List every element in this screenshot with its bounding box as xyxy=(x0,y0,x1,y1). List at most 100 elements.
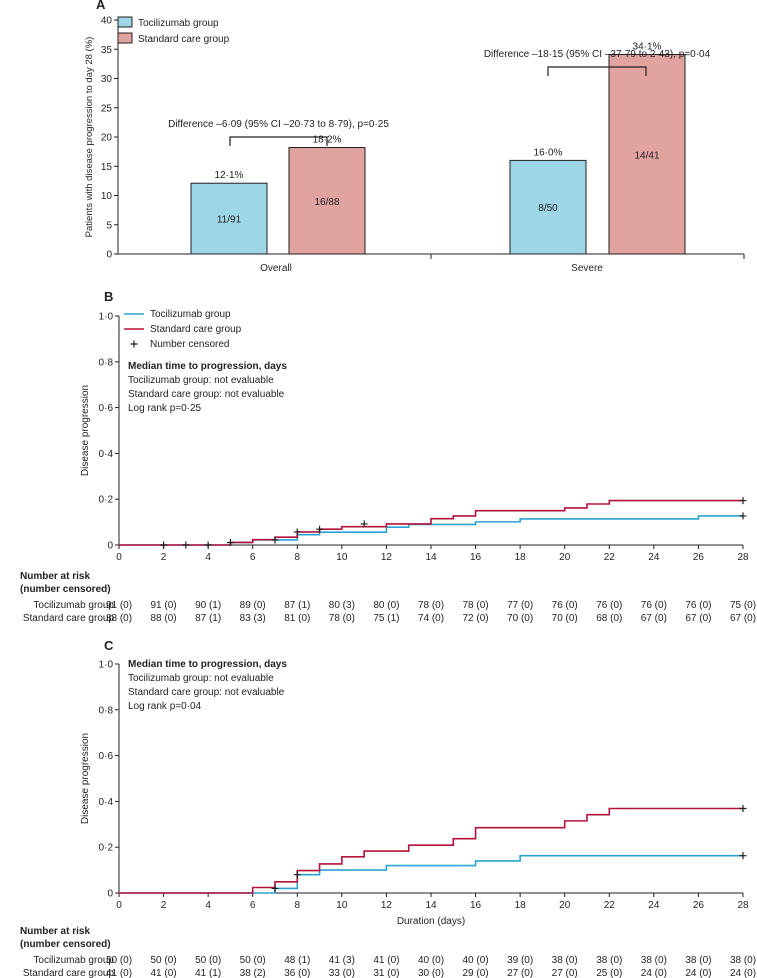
risk-value: 40 (0) xyxy=(418,955,444,966)
risk-value: 38 (0) xyxy=(552,955,578,966)
x-tick-label: 22 xyxy=(604,552,616,563)
x-tick-label: 4 xyxy=(205,900,211,911)
legend-label: Number censored xyxy=(150,339,229,350)
median-line: Tocilizumab group: not evaluable xyxy=(128,673,274,684)
bar xyxy=(509,159,587,255)
risk-value: 67 (0) xyxy=(730,613,756,624)
x-tick-label: 22 xyxy=(604,900,616,911)
median-title: Median time to progression, days xyxy=(128,659,287,670)
x-axis-label: Duration (days) xyxy=(397,916,465,927)
censor-mark xyxy=(360,520,368,528)
bar xyxy=(190,182,268,255)
legend-label: Standard care group xyxy=(138,34,230,45)
risk-value: 41 (3) xyxy=(329,955,355,966)
y-axis-label: Disease progression xyxy=(80,733,91,824)
x-tick-label: 18 xyxy=(515,900,527,911)
x-tick-label: 4 xyxy=(205,552,211,563)
risk-value: 24 (0) xyxy=(641,968,667,978)
y-tick-label: 0·2 xyxy=(99,843,114,854)
y-tick-label: 0·2 xyxy=(99,495,114,506)
risk-value: 70 (0) xyxy=(552,613,578,624)
y-tick-label: 0·6 xyxy=(99,751,114,762)
y-tick-label: 30 xyxy=(101,74,113,85)
risk-value: 88 (0) xyxy=(106,613,132,624)
risk-value: 78 (0) xyxy=(463,600,489,611)
risk-value: 31 (0) xyxy=(373,968,399,978)
legend-label: Tocilizumab group xyxy=(138,18,219,29)
x-tick-label: 0 xyxy=(116,900,122,911)
difference-annotation: Difference –6·09 (95% CI –20·73 to 8·79)… xyxy=(168,119,389,130)
risk-value: 50 (0) xyxy=(151,955,177,966)
x-tick-label: 12 xyxy=(381,552,393,563)
y-tick-label: 0·8 xyxy=(99,357,114,368)
x-tick-label: 6 xyxy=(250,900,256,911)
risk-value: 50 (0) xyxy=(240,955,266,966)
x-tick-label: 8 xyxy=(295,900,301,911)
median-line: Standard care group: not evaluable xyxy=(128,389,285,400)
y-tick-label: 0·4 xyxy=(99,797,114,808)
censor-mark xyxy=(293,871,301,879)
risk-value: 81 (0) xyxy=(284,613,310,624)
difference-annotation: Difference –18·15 (95% CI –37·79 to 2·43… xyxy=(484,49,711,60)
risk-value: 39 (0) xyxy=(507,955,533,966)
risk-value: 74 (0) xyxy=(418,613,444,624)
y-tick-label: 1·0 xyxy=(99,660,114,671)
panel-label-c: C xyxy=(104,638,114,653)
risk-value: 48 (1) xyxy=(284,955,310,966)
risk-value: 38 (0) xyxy=(596,955,622,966)
risk-value: 67 (0) xyxy=(685,613,711,624)
risk-value: 50 (0) xyxy=(106,955,132,966)
panel-label-b: B xyxy=(104,289,113,304)
risk-value: 78 (0) xyxy=(329,613,355,624)
median-line: Log rank p=0·25 xyxy=(128,403,202,414)
legend-censor-mark xyxy=(130,340,138,348)
risk-value: 41 (0) xyxy=(151,968,177,978)
risk-value: 30 (0) xyxy=(418,968,444,978)
risk-value: 75 (1) xyxy=(373,613,399,624)
km-curve xyxy=(119,499,743,546)
median-line: Tocilizumab group: not evaluable xyxy=(128,375,274,386)
risk-value: 36 (0) xyxy=(284,968,310,978)
legend-label: Standard care group xyxy=(150,324,242,335)
risk-value: 75 (0) xyxy=(730,600,756,611)
censor-mark xyxy=(204,541,212,549)
x-tick-label: 16 xyxy=(470,900,482,911)
x-tick-label: 18 xyxy=(515,552,527,563)
difference-bracket xyxy=(547,66,647,76)
risk-row-label: Standard care group xyxy=(23,968,115,978)
risk-header: Number at risk xyxy=(20,571,90,582)
censor-mark xyxy=(182,541,190,549)
km-curve xyxy=(119,854,743,894)
risk-value: 41 (1) xyxy=(195,968,221,978)
bar-inner-label: 8/50 xyxy=(538,203,558,214)
panel-label-a: A xyxy=(96,0,106,12)
median-line: Standard care group: not evaluable xyxy=(128,687,285,698)
x-tick-label: 12 xyxy=(381,900,393,911)
risk-value: 83 (3) xyxy=(240,613,266,624)
x-tick-label: 8 xyxy=(295,552,301,563)
x-tick-label: 16 xyxy=(470,552,482,563)
risk-value: 27 (0) xyxy=(552,968,578,978)
x-tick-label: 24 xyxy=(648,900,660,911)
x-tick-label: 20 xyxy=(559,900,571,911)
x-tick-label: 2 xyxy=(161,900,167,911)
risk-value: 38 (0) xyxy=(685,955,711,966)
risk-value: 76 (0) xyxy=(596,600,622,611)
risk-value: 24 (0) xyxy=(685,968,711,978)
risk-header: (number censored) xyxy=(20,939,111,950)
bar xyxy=(288,147,366,255)
censor-mark xyxy=(271,536,279,544)
censor-mark xyxy=(739,804,747,812)
censor-mark xyxy=(739,852,747,860)
risk-value: 41 (0) xyxy=(106,968,132,978)
risk-value: 25 (0) xyxy=(596,968,622,978)
y-tick-label: 1·0 xyxy=(99,312,114,323)
bar-inner-label: 14/41 xyxy=(634,150,659,161)
risk-row-label: Standard care group xyxy=(23,613,115,624)
difference-bracket xyxy=(229,136,328,146)
risk-value: 91 (0) xyxy=(151,600,177,611)
risk-value: 91 (0) xyxy=(106,600,132,611)
km-curve xyxy=(119,807,743,894)
risk-header: Number at risk xyxy=(20,926,90,937)
bar-inner-label: 11/91 xyxy=(217,215,242,226)
